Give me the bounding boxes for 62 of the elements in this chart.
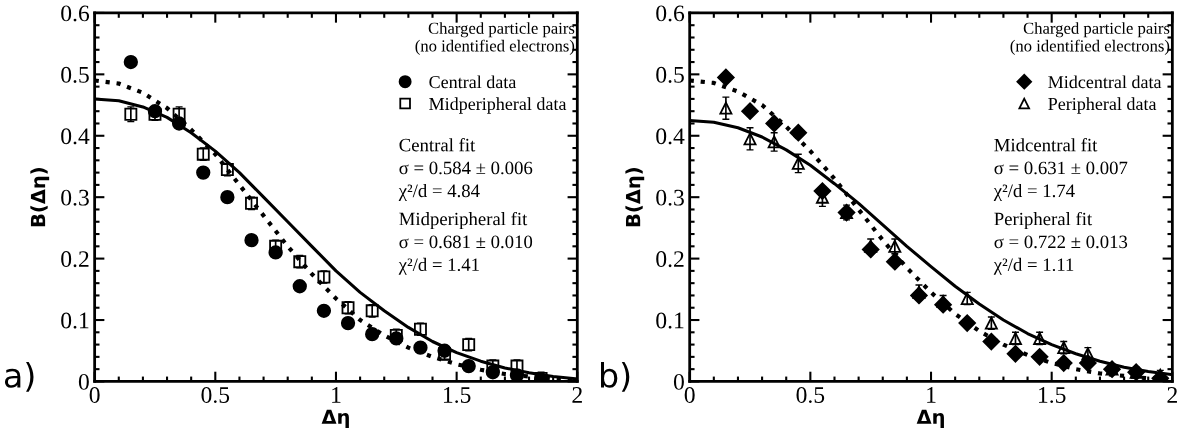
x-tick-label: 0.5 xyxy=(796,386,825,404)
y-tick-label: 0.4 xyxy=(61,128,90,145)
annotation: Peripheral fit σ = 0.722 ± 0.013 χ²/d = 1.11 xyxy=(993,211,1128,275)
point xyxy=(982,332,1001,351)
point xyxy=(791,156,805,170)
point xyxy=(958,314,976,332)
point xyxy=(1054,354,1073,372)
annotation: Charged particle pairs (no identified electrons) xyxy=(415,22,575,55)
point xyxy=(767,135,781,149)
y-tick-label: 0.2 xyxy=(61,251,89,268)
point xyxy=(292,279,307,294)
x-tick-label: 2 xyxy=(572,387,582,403)
x-axis-title: Δη xyxy=(321,409,349,428)
point xyxy=(1006,345,1025,363)
y-axis-title: B(Δη) xyxy=(30,168,50,227)
x-tick-label: 1 xyxy=(332,387,341,403)
point xyxy=(886,252,904,271)
y-tick-label: 0 xyxy=(78,373,89,390)
annotation: Midperipheral fit σ = 0.681 ± 0.010 χ²/d = 1.41 xyxy=(398,211,533,275)
legend-label: Midcentral data xyxy=(1048,75,1162,89)
point xyxy=(316,303,332,318)
point xyxy=(365,326,380,342)
y-tick-label: 0.1 xyxy=(61,312,89,329)
y-tick-label: 0.1 xyxy=(656,312,684,329)
point xyxy=(1030,348,1049,366)
point xyxy=(220,190,235,205)
legend-label: Midperipheral data xyxy=(429,97,567,114)
y-tick-label: 0.3 xyxy=(656,189,684,206)
point xyxy=(461,358,476,374)
x-tick-label: 0.5 xyxy=(201,386,230,404)
annotation: Central fit σ = 0.584 ± 0.006 χ²/d = 4.84 xyxy=(398,138,533,201)
text: a) xyxy=(4,362,34,392)
y-tick-label: 0.6 xyxy=(656,5,685,22)
point xyxy=(196,165,211,180)
y-tick-label: 0.5 xyxy=(656,66,684,83)
y-tick-label: 0 xyxy=(673,373,684,390)
point xyxy=(340,315,356,331)
x-tick-label: 1.5 xyxy=(1039,387,1066,404)
legend-label: Peripheral data xyxy=(1048,97,1157,114)
x-tick-label: 2 xyxy=(1167,387,1177,403)
legend-label: Central data xyxy=(429,75,517,89)
y-tick-label: 0.6 xyxy=(61,5,90,22)
y-tick-label: 0.4 xyxy=(656,128,685,145)
point xyxy=(743,132,757,146)
y-tick-label: 0.2 xyxy=(656,251,684,268)
point xyxy=(123,54,138,70)
point xyxy=(413,340,428,355)
annotation: Charged particle pairs (no identified electrons) xyxy=(1010,22,1170,55)
point xyxy=(244,233,259,248)
x-tick-label: 1 xyxy=(927,387,936,403)
x-axis-title: Δη xyxy=(916,409,944,428)
y-tick-label: 0.3 xyxy=(61,189,89,206)
annotation: Midcentral fit σ = 0.631 ± 0.007 χ²/d = 1.74 xyxy=(993,138,1128,201)
y-axis-title: B(Δη) xyxy=(625,168,645,227)
point xyxy=(741,102,759,120)
point xyxy=(719,101,733,115)
point xyxy=(765,114,783,133)
point xyxy=(717,68,735,87)
text: b) xyxy=(601,362,630,392)
x-tick-label: 1.5 xyxy=(443,387,471,404)
y-tick-label: 0.5 xyxy=(61,66,89,83)
point xyxy=(789,123,808,142)
